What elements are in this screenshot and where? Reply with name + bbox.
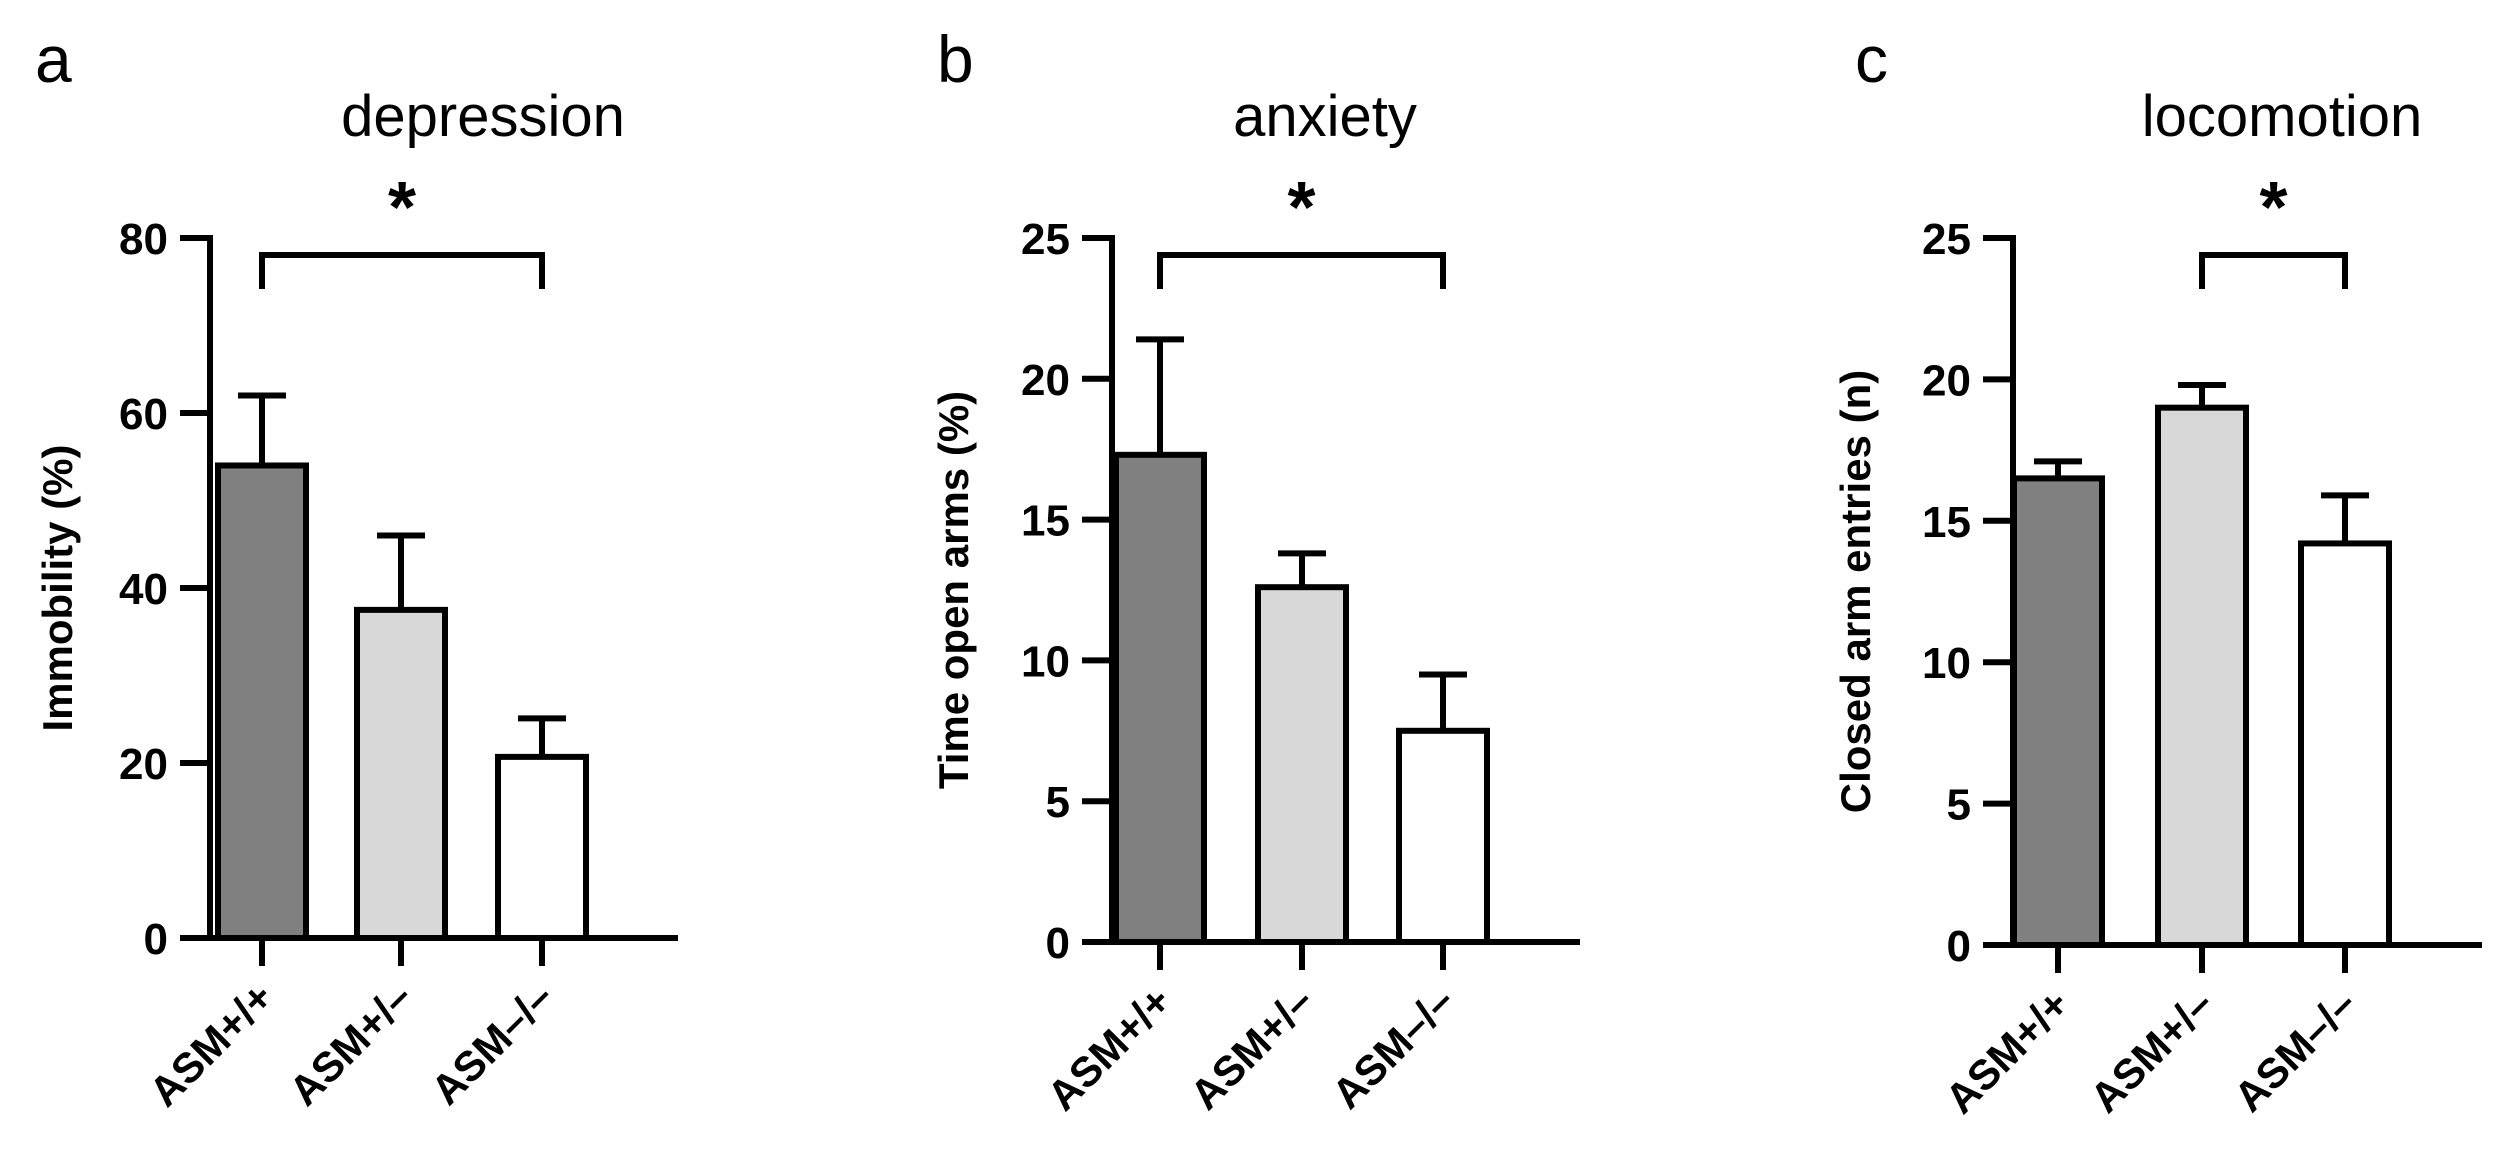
panel-title-c: locomotion [2142,84,2422,149]
y-tick-label-c-3: 15 [1922,498,1971,547]
bar-c-2 [2298,540,2392,948]
category-label-a-2: ASM–/– [422,973,563,1114]
significance-star-b: * [1287,168,1315,248]
y-tick-label-a-0: 0 [144,915,168,964]
y-tick-label-c-0: 0 [1947,922,1971,971]
significance-bracket-c [2199,252,2348,289]
bar-b-0 [1113,451,1207,945]
category-label-c-2: ASM–/– [2225,980,2366,1121]
significance-star-a: * [388,168,416,248]
bar-a-2 [495,753,589,941]
bar-c-0 [2011,475,2105,948]
panel-letter-a: a [35,22,72,96]
y-tick-label-a-3: 60 [119,390,168,439]
panel-letter-c: c [1855,22,1888,96]
y-tick-label-b-1: 5 [1046,778,1070,827]
significance-star-c: * [2259,168,2287,248]
category-label-a-0: ASM+/+ [140,973,282,1115]
significance-bracket-a [259,252,545,289]
y-axis-label-b: Time open arms (%) [930,391,977,789]
significance-bracket-b [1157,252,1446,289]
panel-letter-b: b [937,22,974,96]
bar-c-1 [2155,404,2249,948]
category-label-c-0: ASM+/+ [1936,980,2078,1122]
bar-a-1 [354,606,448,941]
y-tick-label-b-0: 0 [1046,919,1070,968]
y-tick-label-a-2: 40 [119,565,168,614]
y-tick-label-c-1: 5 [1947,781,1971,830]
panel-title-a: depression [341,84,625,149]
y-tick-label-a-4: 80 [119,215,168,264]
bar-a-0 [215,462,309,941]
category-label-b-2: ASM–/– [1323,977,1464,1118]
y-tick-label-c-4: 20 [1922,356,1971,405]
panel-title-b: anxiety [1233,84,1417,149]
y-tick-label-b-2: 10 [1021,637,1070,686]
y-tick-label-b-4: 20 [1021,356,1070,405]
y-tick-label-b-3: 15 [1021,497,1070,546]
category-label-c-1: ASM+/– [2081,980,2222,1121]
y-tick-label-c-5: 25 [1922,215,1971,264]
y-tick-label-a-1: 20 [119,740,168,789]
y-axis-label-a: Immobility (%) [34,444,81,731]
category-label-a-1: ASM+/– [280,973,421,1114]
bar-b-2 [1396,727,1490,945]
bar-b-1 [1255,584,1349,946]
y-tick-label-b-5: 25 [1021,215,1070,264]
y-axis-label-c: Closed arm entries (n) [1832,370,1879,813]
category-label-b-0: ASM+/+ [1038,977,1180,1119]
y-tick-label-c-2: 10 [1922,639,1971,688]
category-label-b-1: ASM+/– [1181,977,1322,1118]
